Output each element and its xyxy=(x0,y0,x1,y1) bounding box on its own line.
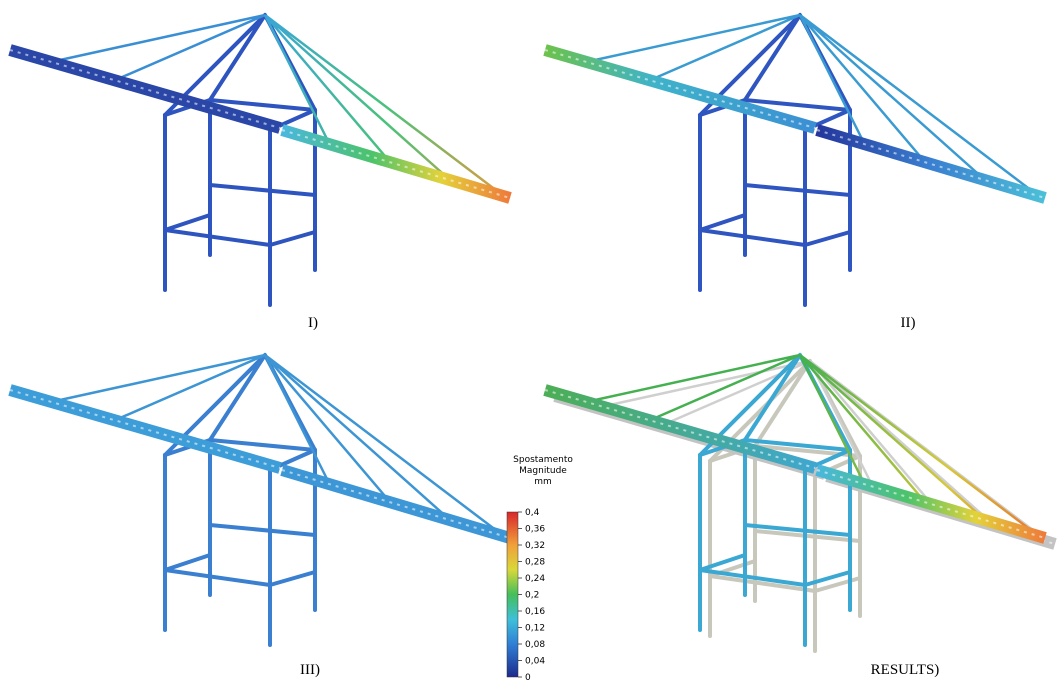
tick-label: 0,28 xyxy=(525,558,545,568)
tick-label: 0,36 xyxy=(525,525,545,535)
crane-render xyxy=(545,15,1045,305)
legend-title: Spostamento xyxy=(513,455,573,465)
panel-label: I) xyxy=(308,315,318,331)
panel-label: III) xyxy=(300,662,320,678)
tick-label: 0,04 xyxy=(525,657,545,667)
crane-render xyxy=(10,15,510,305)
legend-title: Magnitude xyxy=(519,466,567,476)
colorbar-ticks: 0,4 0,36 0,32 0,28 0,24 0,2 0,16 0,12 0,08 0,04 0 xyxy=(518,508,545,681)
tick-label: 0,2 xyxy=(525,591,539,601)
tick-label: 0,32 xyxy=(525,541,545,551)
crane-render xyxy=(545,355,1045,645)
legend-title: mm xyxy=(534,477,552,487)
panel-label: II) xyxy=(901,315,916,331)
tick-label: 0,16 xyxy=(525,607,545,617)
tick-label: 0,08 xyxy=(525,640,545,650)
tick-label: 0,12 xyxy=(525,624,545,634)
tick-label: 0 xyxy=(525,673,531,681)
panel-label: RESULTS) xyxy=(871,662,940,678)
figure: I) II) III) RESULTS) Spostamento Magnitu… xyxy=(0,0,1064,681)
colorbar xyxy=(507,512,518,677)
crane-render xyxy=(10,355,510,645)
tick-label: 0,24 xyxy=(525,574,545,584)
tick-label: 0,4 xyxy=(525,508,540,518)
